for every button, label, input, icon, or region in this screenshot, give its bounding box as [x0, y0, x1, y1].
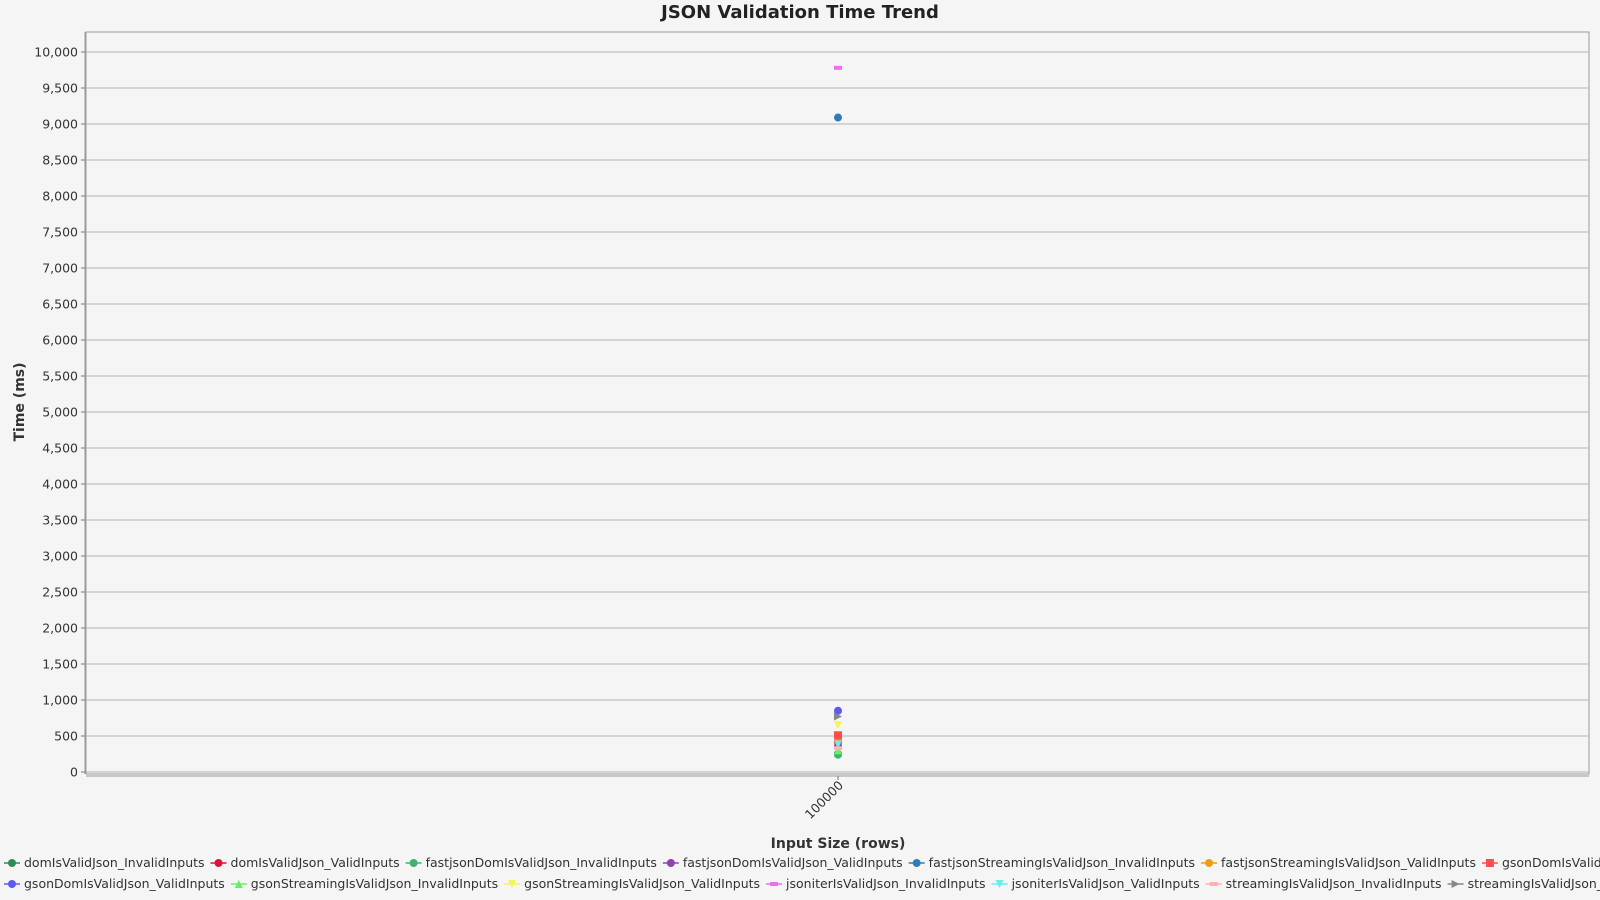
legend-label: fastjsonDomIsValidJson_ValidInputs	[683, 855, 903, 870]
y-tick-label: 5,000	[42, 405, 78, 420]
legend-item: gsonDomIsValidJson_ValidInputs	[4, 876, 225, 891]
data-point	[834, 731, 842, 740]
y-tick-label: 9,000	[42, 117, 78, 132]
legend-marker	[912, 859, 921, 867]
legend-marker	[1205, 859, 1214, 867]
legend-label: gsonStreamingIsValidJson_InvalidInputs	[251, 876, 498, 891]
legend-marker	[409, 859, 418, 867]
y-tick-label: 4,500	[42, 441, 78, 456]
y-axis-ticks: 0 500 1,000 1,500 2,000 2,500 3,000 3,500 4,000 4…	[34, 32, 86, 780]
data-point	[834, 65, 842, 70]
legend-item: streamingIsValidJson_InvalidInputs	[1205, 876, 1442, 891]
data-point	[834, 740, 842, 749]
legend-marker	[214, 859, 223, 867]
y-tick-label: 9,500	[42, 81, 78, 96]
legend-item: jsoniterIsValidJson_ValidInputs	[991, 876, 1200, 891]
legend-marker	[1209, 882, 1218, 886]
data-point	[834, 113, 842, 122]
legend-label: gsonDomIsValidJson_InvalidInputs	[1502, 855, 1600, 870]
data-points	[834, 65, 842, 759]
legend-marker	[770, 882, 779, 886]
data-point	[834, 746, 842, 755]
y-tick-label: 6,500	[42, 297, 78, 312]
legend-item: fastjsonStreamingIsValidJson_InvalidInpu…	[908, 855, 1195, 870]
legend-item: gsonStreamingIsValidJson_InvalidInputs	[230, 876, 498, 891]
y-tick-label: 10,000	[34, 45, 78, 60]
y-tick-label: 5,500	[42, 369, 78, 384]
legend-label: fastjsonStreamingIsValidJson_InvalidInpu…	[929, 855, 1195, 870]
legend-label: streamingIsValidJson_ValidInputs	[1468, 876, 1600, 891]
y-tick-label: 7,000	[42, 261, 78, 276]
data-point	[834, 712, 842, 721]
plot-area	[85, 31, 1590, 775]
y-tick-label: 500	[54, 729, 78, 744]
y-tick-label: 4,000	[42, 477, 78, 492]
y-tick-label: 6,000	[42, 333, 78, 348]
legend-item: gsonDomIsValidJson_InvalidInputs	[1481, 855, 1600, 870]
y-tick-label: 1,000	[42, 693, 78, 708]
legend-label: gsonStreamingIsValidJson_ValidInputs	[524, 876, 760, 891]
legend-marker	[1451, 880, 1460, 888]
legend-label: jsoniterIsValidJson_ValidInputs	[1011, 876, 1200, 891]
y-tick-label: 7,500	[42, 225, 78, 240]
legend-label: domIsValidJson_ValidInputs	[231, 855, 400, 870]
y-tick-label: 8,000	[42, 189, 78, 204]
legend: domIsValidJson_InvalidInputs domIsValidJs…	[4, 855, 1600, 891]
legend-label: domIsValidJson_InvalidInputs	[24, 855, 205, 870]
legend-item: fastjsonDomIsValidJson_ValidInputs	[662, 855, 903, 870]
gridlines	[86, 51, 1589, 773]
legend-item: gsonStreamingIsValidJson_ValidInputs	[504, 876, 760, 891]
legend-label: gsonDomIsValidJson_ValidInputs	[24, 876, 225, 891]
y-tick-label: 3,500	[42, 513, 78, 528]
data-point	[834, 706, 842, 715]
data-point	[834, 746, 842, 751]
legend-label: fastjsonStreamingIsValidJson_ValidInputs	[1221, 855, 1476, 870]
legend-marker	[8, 880, 16, 888]
y-tick-label: 2,000	[42, 621, 78, 636]
y-tick-label: 8,500	[42, 153, 78, 168]
legend-marker	[508, 880, 517, 888]
y-tick-label: 1,500	[42, 657, 78, 672]
legend-label: jsoniterIsValidJson_InvalidInputs	[785, 876, 986, 891]
legend-item: fastjsonStreamingIsValidJson_ValidInputs	[1201, 855, 1476, 870]
legend-item: fastjsonDomIsValidJson_InvalidInputs	[405, 855, 657, 870]
y-tick-label: 2,500	[42, 585, 78, 600]
legend-label: streamingIsValidJson_InvalidInputs	[1226, 876, 1442, 891]
y-tick-label: 0	[70, 765, 78, 780]
chart-title: JSON Validation Time Trend	[659, 2, 939, 23]
x-axis-ticks: 100000	[86, 775, 1589, 822]
legend-marker	[995, 880, 1004, 888]
legend-item: streamingIsValidJson_ValidInputs	[1447, 876, 1600, 891]
legend-item: domIsValidJson_ValidInputs	[210, 855, 400, 870]
x-tick-label: 100000	[802, 777, 846, 821]
y-tick-label: 3,000	[42, 549, 78, 564]
legend-item: jsoniterIsValidJson_InvalidInputs	[766, 876, 986, 891]
legend-marker	[8, 859, 16, 867]
data-point	[834, 721, 842, 730]
x-axis-title: Input Size (rows)	[771, 836, 906, 852]
y-axis-title: Time (ms)	[12, 362, 28, 441]
legend-marker	[234, 880, 243, 888]
legend-marker	[666, 859, 675, 867]
legend-label: fastjsonDomIsValidJson_InvalidInputs	[426, 855, 657, 870]
legend-item: domIsValidJson_InvalidInputs	[4, 855, 205, 870]
legend-marker	[1485, 859, 1494, 867]
